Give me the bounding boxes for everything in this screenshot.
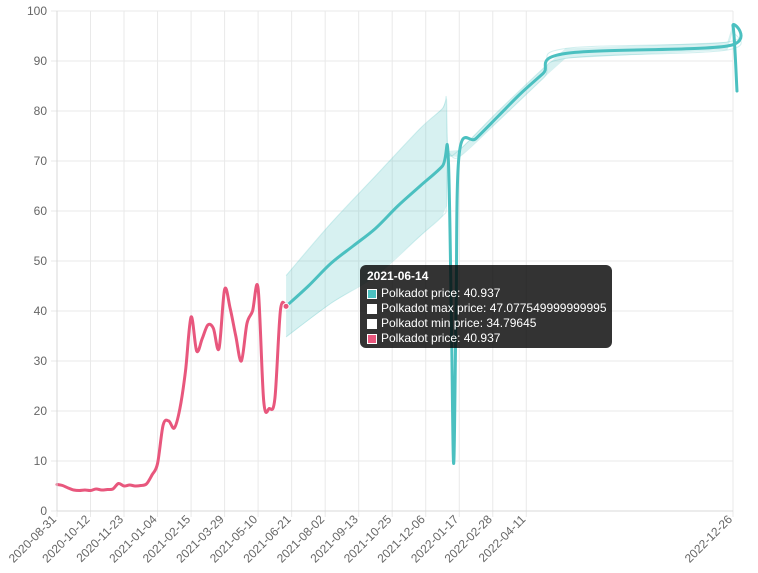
tooltip-row-label: Polkadot max price: 47.077549999999995 bbox=[381, 301, 607, 315]
chart-tooltip: 2021-06-14 Polkadot price: 40.937 Polkad… bbox=[360, 265, 612, 348]
y-tick-label: 60 bbox=[34, 204, 48, 218]
y-tick-label: 30 bbox=[34, 354, 48, 368]
y-tick-label: 90 bbox=[34, 54, 48, 68]
tooltip-title: 2021-06-14 bbox=[367, 269, 429, 283]
y-tick-label: 80 bbox=[34, 104, 48, 118]
y-tick-label: 50 bbox=[34, 254, 48, 268]
y-tick-label: 40 bbox=[34, 304, 48, 318]
x-tick-label: 2022-12-26 bbox=[682, 512, 736, 566]
y-tick-label: 70 bbox=[34, 154, 48, 168]
tooltip-row-max-price: Polkadot max price: 47.077549999999995 bbox=[367, 301, 607, 316]
tooltip-row-label: Polkadot min price: 34.79645 bbox=[381, 316, 537, 330]
tooltip-row-forecast-price: Polkadot price: 40.937 bbox=[367, 286, 605, 301]
forecast-price-line bbox=[284, 23, 743, 465]
history-price-line bbox=[55, 283, 288, 493]
series-lines bbox=[55, 23, 743, 493]
grid-lines bbox=[56, 10, 734, 512]
tooltip-swatch-history bbox=[367, 333, 377, 344]
tooltip-row-label: Polkadot price: 40.937 bbox=[381, 331, 501, 345]
tooltip-swatch-forecast bbox=[367, 288, 377, 299]
y-tick-label: 100 bbox=[27, 4, 47, 18]
tooltip-row-history-price: Polkadot price: 40.937 bbox=[367, 331, 605, 346]
y-tick-label: 20 bbox=[34, 404, 48, 418]
tooltip-row-min-price: Polkadot min price: 34.79645 bbox=[367, 316, 605, 331]
tooltip-anchor-point bbox=[282, 302, 290, 310]
y-tick-label: 10 bbox=[34, 454, 48, 468]
tooltip-row-label: Polkadot price: 40.937 bbox=[381, 286, 501, 300]
band-area bbox=[286, 23, 733, 337]
tooltip-swatch-min bbox=[367, 318, 377, 329]
y-tick-label: 0 bbox=[40, 504, 47, 518]
tooltip-swatch-max bbox=[367, 303, 377, 314]
